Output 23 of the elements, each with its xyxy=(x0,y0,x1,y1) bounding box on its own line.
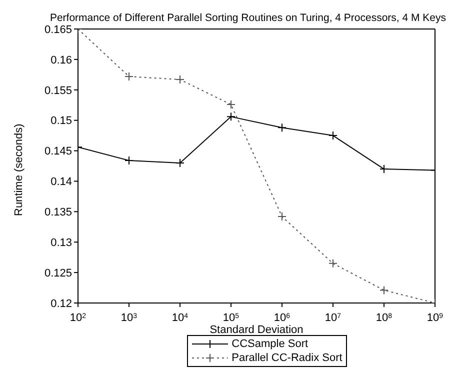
y-tick-label: 0.13 xyxy=(50,237,72,250)
x-tick-label: 10$^{4}$ xyxy=(172,312,188,324)
x-tick-label: 10$^{2}$ xyxy=(70,312,86,324)
y-tick-label: 0.145 xyxy=(44,146,72,158)
y-tick-label: 0.155 xyxy=(44,84,72,97)
chart-title: Performance of Different Parallel Sorting Routines on Turing, 4 Processors, 4 M Keys xyxy=(50,12,446,24)
y-tick-label: 0.15 xyxy=(50,115,72,128)
legend-label: Parallel CC-Radix Sort xyxy=(232,352,342,364)
y-axis-title: Runtime (seconds) xyxy=(12,124,25,216)
y-tick-label: 0.165 xyxy=(44,24,72,36)
x-axis-title: Standard Deviation xyxy=(210,324,304,336)
y-tick-label: 0.135 xyxy=(44,206,72,219)
x-tick-label: 10$^{3}$ xyxy=(120,312,138,324)
y-tick-label: 0.14 xyxy=(50,176,72,188)
x-tick-label: 10$^{8}$ xyxy=(376,312,392,324)
x-tick-label: 10$^{6}$ xyxy=(274,312,290,324)
legend-label: CCSample Sort xyxy=(232,338,308,350)
y-tick-label: 0.125 xyxy=(44,267,72,280)
x-tick-label: 10$^{9}$ xyxy=(426,312,444,324)
x-tick-label: 10$^{5}$ xyxy=(222,312,240,324)
x-tick-label: 10$^{7}$ xyxy=(324,312,342,324)
y-tick-label: 0.16 xyxy=(50,54,72,66)
y-tick-label: 0.12 xyxy=(50,298,72,310)
